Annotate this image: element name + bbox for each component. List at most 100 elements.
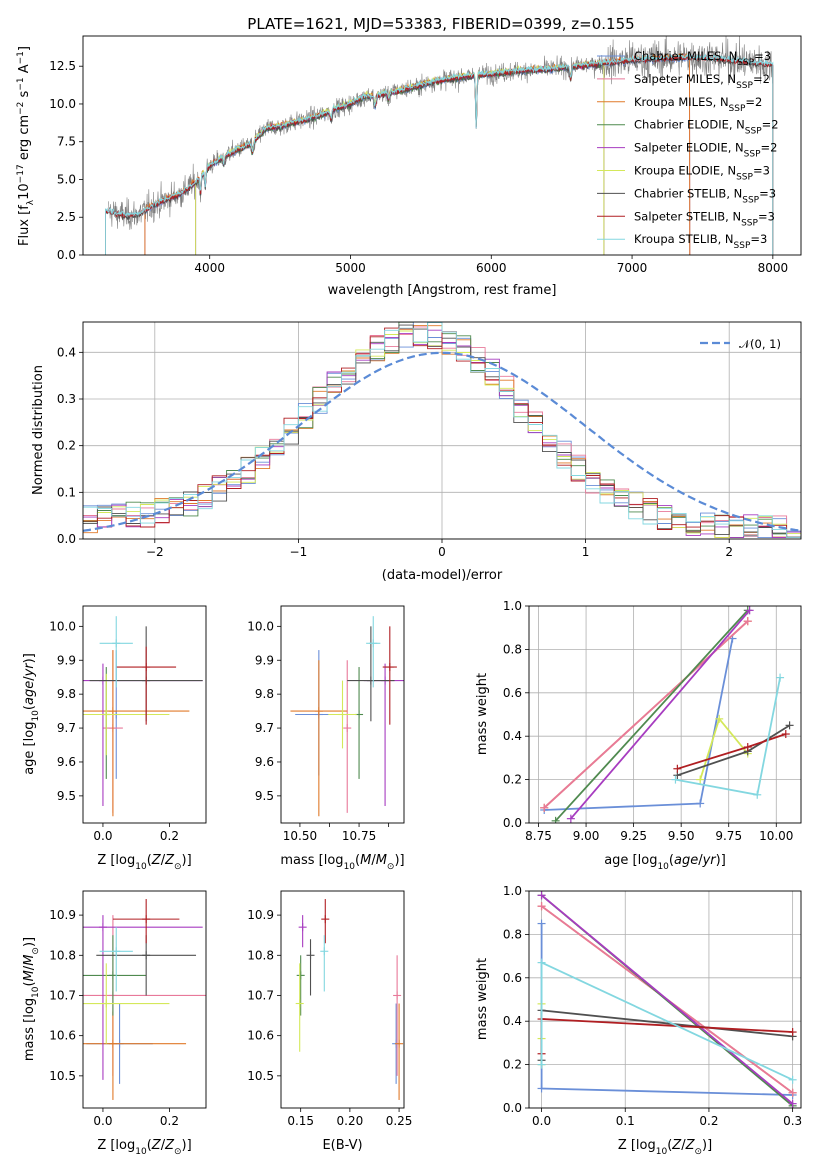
label-part: Salpeter STELIB, N [634,209,741,223]
label-part: ( [667,1138,672,1153]
legend-label-salpeter-elodie: Salpeter ELODIE, NSSP=2 [634,141,777,160]
errorbar-chabrier-elodie [355,667,364,779]
label-part: mass [log [280,853,343,868]
y-axis-label: mass weight [475,673,490,755]
x-tick-label: 10.75 [342,829,376,843]
label-part: SSP [729,104,746,114]
label-part: 10 [135,1147,147,1157]
series-salpeter-stelib [673,730,790,773]
model-spectrum-chabrier-elodie [195,61,605,255]
label-part: =2 [745,95,762,109]
legend-label-normal: 𝒩(0, 1) [739,337,781,351]
y-tick-label: 0.4 [503,1014,522,1028]
label-part: Kroupa ELODIE, N [634,164,736,178]
mass-vs-Z-axes: 0.0 0.210.510.610.710.810.9Z [log10(Z/Z⊙)… [22,890,207,1157]
x-tick-label: 0.2 [160,1114,179,1128]
label-part: SSP [742,195,759,205]
errorbar-chabrier-elodie [296,955,305,1016]
label-part: λ [26,199,36,205]
y-tick-label: 0.2 [503,1058,522,1072]
x-tick-label: 0.2 [160,829,179,843]
label-part: ⊙ [387,862,395,872]
legend-label-kroupa-stelib: Kroupa STELIB, NSSP=3 [634,232,767,251]
y-tick-label: 10.5 [247,1069,274,1083]
y-tick-label: 9.8 [255,687,274,701]
y-tick-label: 0.4 [503,729,522,743]
x-tick-label: 10.50 [283,829,317,843]
y-tick-label: 0.8 [503,927,522,941]
series-line [540,923,793,1096]
y-axis-label: Flux [fλ10−17 erg cm−2 s−1 A−1] [16,46,36,246]
errorbar-salpeter-elodie [298,915,307,948]
y-axis-label: mass [log10(M/M⊙)] [22,937,41,1061]
x-tick-label: 0.20 [337,1114,364,1128]
label-part: =3 [759,186,776,200]
label-part: yr [702,853,718,868]
label-part: SSP [744,150,761,160]
weight-vs-age-axes: 8.75 9.00 9.25 9.50 9.75 10.00 0.0 0.2 0.4 0.6 0.8… [475,599,802,872]
label-part: M [22,970,37,981]
label-part: M [376,853,387,868]
axes-frame [82,35,802,256]
label-part: 10 [135,862,147,872]
y-tick-label: 0.0 [57,248,76,262]
axes-frame [528,890,802,1109]
label-part: )] [716,853,726,868]
label-part: =3 [753,164,770,178]
y-tick-label: 10.9 [247,908,274,922]
label-part: ( [22,705,37,710]
mass-vs-EBV-axes: 0.15 0.20 0.25 10.5 10.6 10.7 10.8 10.9 E(B-V) [247,890,412,1153]
label-part: Z [log [97,853,135,868]
y-tick-label: 1.0 [503,884,522,898]
label-part: =2 [753,72,770,86]
y-tick-label: 9.7 [255,721,274,735]
series-chabrier-stelib [673,721,794,780]
errorbar-kroupa-stelib [320,935,329,992]
series-line [540,1009,793,1061]
x-tick-label: 0.2 [699,1114,718,1128]
errorbar-kroupa-elodie [83,963,170,1044]
plot-inner [295,899,404,1100]
x-tick-label: −1 [290,545,308,559]
plot-inner [83,322,801,539]
label-part: 10 [17,183,32,200]
x-tick-label: 9.50 [668,829,695,843]
axes-frame [280,605,405,824]
weight-vs-Z-axes: 0.0 0.1 0.2 0.30.00.20.40.60.81.0Z [log10(Z… [475,884,802,1157]
errorbar-kroupa-miles [83,1011,187,1100]
y-tick-label: 0.0 [503,816,522,830]
x-axis-label: (data-model)/error [382,568,503,583]
label-part: −17 [16,164,26,183]
label-part: =3 [754,49,771,63]
label-part: Z [164,1138,175,1153]
x-tick-label: 0.0 [532,1114,551,1128]
series-line [677,733,787,770]
y-tick-label: 0.6 [503,971,522,985]
label-part: ( [669,853,674,868]
y-axis-label: mass weight [475,958,490,1040]
plot-inner [105,36,774,255]
y-axis-label: Normed distribution [31,365,46,495]
y-tick-label: 9.8 [57,687,76,701]
label-part: ( [22,981,37,986]
y-tick-label: 0.3 [57,392,76,406]
y-tick-label: 10.0 [49,619,76,633]
label-part: ( [355,853,360,868]
series-chabrier-elodie [551,606,752,823]
y-tick-label: 9.9 [57,653,76,667]
axes-frame [528,605,802,824]
label-part: −1 [16,77,26,90]
label-part: mass [log [22,998,37,1061]
x-tick-label: 8.75 [525,829,552,843]
label-part: yr [22,662,37,678]
errorbar-kroupa-elodie [328,680,357,749]
label-part: / [161,853,166,868]
label-part: SSP [734,241,751,251]
errorbar-salpeter-stelib [321,899,330,944]
y-tick-label: 10.7 [49,988,76,1002]
x-tick-label: 0.0 [93,829,112,843]
x-tick-label: 5000 [335,261,366,275]
legend-label-salpeter-stelib: Salpeter STELIB, NSSP=3 [634,209,775,228]
plot-inner [83,616,203,817]
